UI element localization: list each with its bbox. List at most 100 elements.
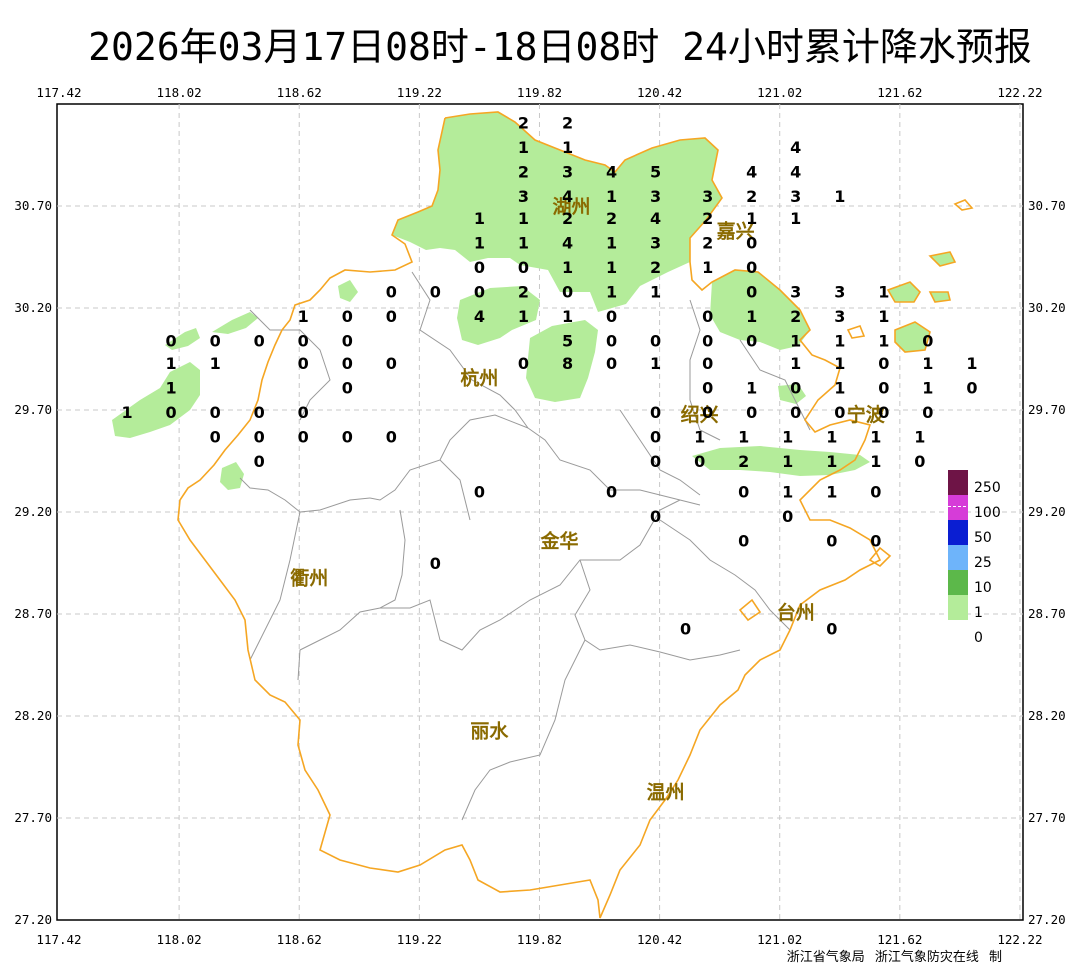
precip-value: 1 [166,354,177,373]
lat-tick-right: 27.20 [1028,912,1066,927]
precip-value: 1 [650,283,661,302]
lon-tick-top: 118.62 [277,85,322,100]
lon-tick-bottom: 118.62 [277,932,322,947]
lat-tick-right: 30.70 [1028,198,1066,213]
precip-value: 4 [606,162,617,181]
precip-value: 3 [650,234,661,253]
precip-value: 4 [746,162,757,181]
precip-value: 1 [694,428,705,447]
precip-value: 1 [966,354,977,373]
lon-tick-bottom: 122.22 [997,932,1042,947]
precip-value: 0 [342,428,353,447]
county-boundaries [239,271,811,821]
precip-value: 3 [790,187,801,206]
precip-value: 1 [782,483,793,502]
precip-value: 3 [702,187,713,206]
lat-tick-left: 29.20 [14,504,52,519]
precip-value: 0 [606,483,617,502]
precip-value: 0 [342,354,353,373]
precip-value: 0 [298,403,309,422]
lat-tick-right: 28.20 [1028,708,1066,723]
city-label: 绍兴 [681,403,719,426]
city-label: 台州 [777,601,815,624]
lon-tick-top: 122.22 [997,85,1042,100]
precip-value: 0 [298,332,309,351]
precip-value: 0 [210,403,221,422]
lat-tick-left: 28.20 [14,708,52,723]
city-label: 湖州 [553,196,591,218]
precip-value: 0 [914,452,925,471]
precip-value: 1 [606,187,617,206]
legend-label: 100 [974,505,1001,521]
city-label: 丽水 [470,720,509,742]
precip-value: 0 [430,283,441,302]
lat-tick-right: 29.20 [1028,504,1066,519]
precip-value: 1 [121,403,132,422]
precip-value: 3 [518,187,529,206]
precip-value: 4 [562,187,573,206]
precip-value: 2 [650,258,661,277]
precip-value: 1 [518,209,529,228]
precip-value: 0 [342,332,353,351]
lon-tick-top: 121.62 [877,85,922,100]
precip-value: 0 [790,379,801,398]
precip-value: 1 [606,258,617,277]
precip-value: 0 [518,354,529,373]
precip-value: 1 [606,234,617,253]
precip-value: 0 [474,483,485,502]
legend-label: 50 [974,530,992,546]
legend-swatch [948,470,968,495]
lat-tick-left: 30.20 [14,300,52,315]
precip-value: 0 [746,258,757,277]
lat-tick-left: 28.70 [14,606,52,621]
precip-value: 2 [562,113,573,132]
precip-value: 0 [826,532,837,551]
legend-label: 0 [974,630,983,646]
lat-tick-right: 28.70 [1028,606,1066,621]
precip-value: 0 [606,307,617,326]
precip-value: 0 [166,403,177,422]
precip-value: 0 [210,332,221,351]
precip-value: 0 [738,532,749,551]
precip-value: 0 [702,403,713,422]
precip-value: 1 [210,354,221,373]
precip-value: 1 [298,307,309,326]
precip-value: 1 [790,332,801,351]
legend-label: 10 [974,580,992,596]
precip-value: 0 [254,332,265,351]
precip-value: 2 [518,162,529,181]
lon-tick-top: 118.02 [157,85,202,100]
precip-value: 0 [966,379,977,398]
precip-value: 2 [738,452,749,471]
precip-value: 0 [694,452,705,471]
legend-swatch [948,520,968,545]
lat-tick-right: 27.70 [1028,810,1066,825]
grid-lines [57,104,1023,920]
precip-value: 0 [782,507,793,526]
precip-value: 1 [834,332,845,351]
precip-value: 2 [790,307,801,326]
precip-value: 1 [702,258,713,277]
precip-value: 0 [680,619,691,638]
precip-value: 1 [834,379,845,398]
precip-value: 0 [878,354,889,373]
precip-value: 0 [386,354,397,373]
legend-label: 1 [974,605,983,621]
precip-value: 0 [650,452,661,471]
lon-tick-bottom: 121.62 [877,932,922,947]
precip-value: 0 [254,428,265,447]
precip-value: 0 [922,403,933,422]
precip-value: 1 [870,452,881,471]
precip-value: 0 [254,452,265,471]
precip-value: 0 [746,332,757,351]
precip-value: 0 [922,332,933,351]
precip-value: 1 [562,307,573,326]
lat-tick-left: 27.20 [14,912,52,927]
precip-value: 0 [702,307,713,326]
precip-value: 1 [878,307,889,326]
precip-value: 1 [922,379,933,398]
lat-tick-left: 29.70 [14,402,52,417]
precip-value: 0 [746,403,757,422]
